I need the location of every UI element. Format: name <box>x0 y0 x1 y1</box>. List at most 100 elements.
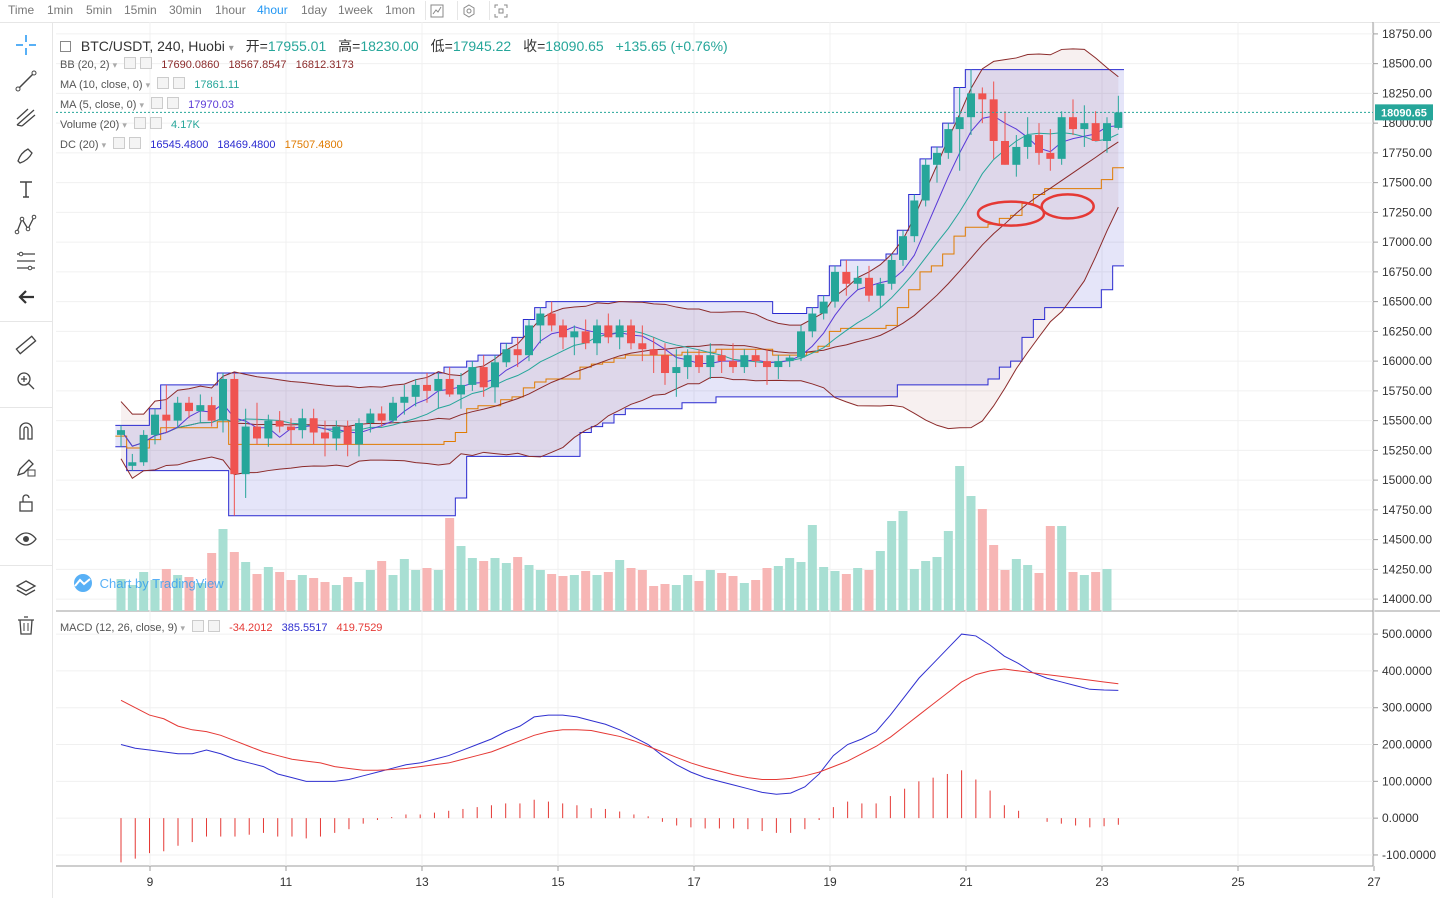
layers-icon[interactable] <box>12 577 40 601</box>
candle-body <box>502 349 511 363</box>
chevron-down-icon[interactable]: ▾ <box>139 100 145 110</box>
chevron-down-icon[interactable]: ▾ <box>180 623 185 633</box>
interval-1mon[interactable]: 1mon <box>385 3 416 17</box>
unlock-icon[interactable] <box>12 491 40 515</box>
pitchfork-icon[interactable] <box>12 105 40 129</box>
crosshair-icon[interactable] <box>12 33 40 57</box>
magnet-icon[interactable] <box>12 419 40 443</box>
trendline-icon[interactable] <box>12 69 40 93</box>
lock-drawing-icon[interactable] <box>12 455 40 479</box>
candle-body <box>219 378 227 421</box>
legend-settings-icon[interactable] <box>192 620 205 632</box>
change-value: +135.65 (+0.76%) <box>615 38 728 54</box>
candle-body <box>570 331 579 338</box>
interval-1hour[interactable]: 1hour <box>215 3 246 17</box>
price-tick-label: 15500.00 <box>1382 414 1432 428</box>
volume-bar <box>615 560 625 611</box>
legend-close-icon[interactable] <box>173 77 186 89</box>
back-arrow-icon[interactable] <box>12 285 40 309</box>
candle-body <box>695 355 703 368</box>
legend-settings-icon[interactable] <box>151 97 164 109</box>
candle-body <box>1069 117 1077 130</box>
chevron-down-icon[interactable]: ▾ <box>101 140 107 150</box>
settings-icon[interactable] <box>457 1 480 20</box>
price-tick-label: 17500.00 <box>1382 176 1432 190</box>
zoom-icon[interactable] <box>12 369 40 393</box>
candle-body <box>638 343 647 350</box>
legend-bb-v2: 18567.8547 <box>228 59 287 71</box>
time-tick-label: 19 <box>823 875 837 889</box>
candle-body <box>831 271 839 302</box>
text-icon[interactable] <box>12 177 40 201</box>
interval-1min[interactable]: 1min <box>47 3 74 17</box>
candle-body <box>559 325 567 338</box>
volume-bar <box>207 553 217 611</box>
legend-close-icon[interactable] <box>149 117 162 129</box>
interval-1day[interactable]: 1day <box>301 3 328 17</box>
interval-toolbar: Time 1min 5min 15min 30min 1hour 4hour 1… <box>0 0 1440 23</box>
pattern-icon[interactable] <box>12 213 40 237</box>
low-label: 低= <box>430 38 453 54</box>
candle-body <box>389 402 397 421</box>
ruler-icon[interactable] <box>12 333 40 357</box>
indicator-icon[interactable] <box>425 1 448 20</box>
macd-tick-label: 200.0000 <box>1382 738 1432 752</box>
legend-close-icon[interactable] <box>140 57 153 69</box>
interval-5min[interactable]: 5min <box>86 3 113 17</box>
trash-icon[interactable] <box>12 613 40 637</box>
legend-volume-name: Volume (20) <box>60 119 120 131</box>
chevron-down-icon[interactable]: ▾ <box>145 80 151 90</box>
price-tick-label: 14000.00 <box>1382 592 1432 606</box>
tradingview-watermark[interactable]: Chart by TradingView <box>70 574 224 592</box>
macd-tick-label: 500.0000 <box>1382 627 1432 641</box>
legend-settings-icon[interactable] <box>133 117 146 129</box>
candle-body <box>604 325 613 338</box>
candle-body <box>683 355 692 368</box>
legend-macd-v1: -34.2012 <box>229 622 273 634</box>
time-tick-label: 25 <box>1231 875 1245 889</box>
legend-settings-icon[interactable] <box>124 57 137 69</box>
chevron-down-icon[interactable]: ▾ <box>228 43 234 54</box>
legend-close-icon[interactable] <box>129 137 142 149</box>
drawing-toolbar <box>0 23 53 898</box>
brush-icon[interactable] <box>12 141 40 165</box>
low-value: 17945.22 <box>452 38 512 54</box>
fib-icon[interactable] <box>12 249 40 273</box>
legend-ma5-v1: 17970.03 <box>188 99 235 111</box>
chevron-down-icon[interactable]: ▾ <box>112 60 118 70</box>
candle-body <box>910 200 919 237</box>
legend-settings-icon[interactable] <box>157 77 170 89</box>
open-value: 17955.01 <box>267 38 327 54</box>
candle-body <box>117 430 125 435</box>
volume-bar <box>433 570 443 611</box>
interval-time[interactable]: Time <box>8 3 35 17</box>
volume-bar <box>739 583 749 611</box>
bollinger-lower <box>120 206 1119 480</box>
legend-close-icon[interactable] <box>167 97 180 109</box>
volume-bar <box>728 576 738 611</box>
volume-bar <box>785 558 795 611</box>
volume-bar <box>524 565 534 611</box>
chevron-down-icon[interactable]: ▾ <box>122 120 127 130</box>
collapse-icon[interactable] <box>60 41 71 52</box>
fullscreen-icon[interactable] <box>489 1 512 20</box>
candle-body <box>241 426 250 475</box>
volume-bar <box>513 557 523 611</box>
candle-body <box>921 164 930 201</box>
interval-4hour[interactable]: 4hour <box>257 3 288 17</box>
legend-volume-v1: 4.17K <box>171 119 200 131</box>
interval-15min[interactable]: 15min <box>124 3 157 17</box>
volume-bar <box>875 551 885 611</box>
volume-bar <box>796 562 806 611</box>
candle-body <box>740 355 749 368</box>
volume-bar <box>547 574 557 611</box>
legend-settings-icon[interactable] <box>113 137 126 149</box>
candle-body <box>944 129 953 153</box>
legend-close-icon[interactable] <box>208 620 221 632</box>
volume-bar <box>229 552 239 611</box>
volume-bar <box>467 558 477 611</box>
interval-30min[interactable]: 30min <box>169 3 202 17</box>
interval-1week[interactable]: 1week <box>338 3 373 17</box>
eye-icon[interactable] <box>12 527 40 551</box>
